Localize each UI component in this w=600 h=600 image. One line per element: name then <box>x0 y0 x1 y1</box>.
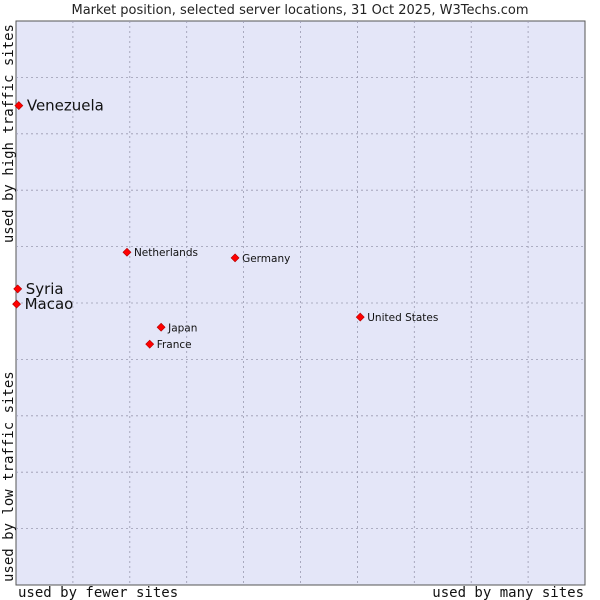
point-label-venezuela: Venezuela <box>27 97 104 115</box>
point-label-france: France <box>157 339 192 351</box>
gridlines <box>16 21 585 585</box>
point-macao <box>12 299 21 309</box>
point-label-united-states: United States <box>367 312 438 324</box>
point-netherlands <box>122 247 132 257</box>
point-label-syria: Syria <box>26 280 64 298</box>
x-axis-label-right: used by many sites <box>432 585 584 600</box>
point-japan <box>156 322 166 332</box>
x-axis-label-left: used by fewer sites <box>18 585 178 600</box>
point-syria <box>13 284 23 294</box>
y-axis-label-bottom: used by low traffic sites <box>1 371 17 582</box>
point-france <box>145 339 155 349</box>
point-label-germany: Germany <box>242 253 290 265</box>
y-axis-label-top: used by high traffic sites <box>1 24 17 243</box>
point-label-japan: Japan <box>167 322 197 334</box>
point-united-states <box>355 312 365 322</box>
point-venezuela <box>14 101 24 111</box>
point-label-netherlands: Netherlands <box>134 247 198 259</box>
point-germany <box>230 253 240 263</box>
point-label-macao: Macao <box>25 295 74 313</box>
chart-title: Market position, selected server locatio… <box>71 3 528 18</box>
